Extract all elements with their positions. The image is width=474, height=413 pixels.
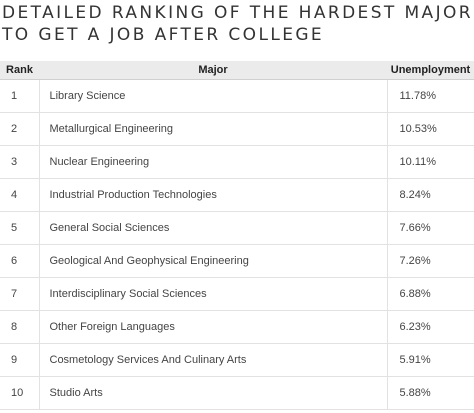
rank-cell: 7 <box>0 277 40 311</box>
table-row: 7 Interdisciplinary Social Sciences 6.88… <box>0 277 474 311</box>
unemployment-cell: 11.78% <box>387 79 474 113</box>
rank-cell: 4 <box>0 178 40 212</box>
table-row: 10 Studio Arts 5.88% <box>0 376 474 410</box>
column-header-major: Major <box>39 61 387 80</box>
page-title: DETAILED RANKING OF THE HARDEST MAJORS T… <box>2 2 474 46</box>
rank-cell: 10 <box>0 376 40 410</box>
table-row: 9 Cosmetology Services And Culinary Arts… <box>0 343 474 377</box>
rank-cell: 5 <box>0 211 40 245</box>
rank-cell: 9 <box>0 343 40 377</box>
unemployment-cell: 6.88% <box>387 277 474 311</box>
column-header-rank: Rank <box>0 61 39 80</box>
table-body: 1 Library Science 11.78% 2 Metallurgical… <box>0 79 474 410</box>
major-cell: Interdisciplinary Social Sciences <box>39 277 388 311</box>
rank-cell: 2 <box>0 112 40 146</box>
major-cell: Library Science <box>39 79 388 113</box>
unemployment-cell: 5.91% <box>387 343 474 377</box>
rank-cell: 8 <box>0 310 40 344</box>
table-row: 2 Metallurgical Engineering 10.53% <box>0 112 474 146</box>
table-row: 5 General Social Sciences 7.66% <box>0 211 474 245</box>
table-header: Rank Major Unemployment <box>0 61 474 80</box>
rank-cell: 3 <box>0 145 40 179</box>
table-row: 3 Nuclear Engineering 10.11% <box>0 145 474 179</box>
page-title-line-2: TO GET A JOB AFTER COLLEGE <box>2 25 325 45</box>
major-cell: Studio Arts <box>39 376 388 410</box>
page-title-line-1: DETAILED RANKING OF THE HARDEST MAJORS <box>2 3 474 23</box>
major-cell: Other Foreign Languages <box>39 310 388 344</box>
unemployment-cell: 6.23% <box>387 310 474 344</box>
table-row: 4 Industrial Production Technologies 8.2… <box>0 178 474 212</box>
unemployment-cell: 8.24% <box>387 178 474 212</box>
major-cell: Industrial Production Technologies <box>39 178 388 212</box>
table-header-row: Rank Major Unemployment <box>0 61 474 80</box>
major-cell: Geological And Geophysical Engineering <box>39 244 388 278</box>
table-row: 1 Library Science 11.78% <box>0 79 474 113</box>
major-cell: Nuclear Engineering <box>39 145 388 179</box>
unemployment-cell: 7.26% <box>387 244 474 278</box>
unemployment-cell: 5.88% <box>387 376 474 410</box>
table-row: 6 Geological And Geophysical Engineering… <box>0 244 474 278</box>
rank-cell: 1 <box>0 79 40 113</box>
major-cell: General Social Sciences <box>39 211 388 245</box>
unemployment-cell: 10.11% <box>387 145 474 179</box>
table-row: 8 Other Foreign Languages 6.23% <box>0 310 474 344</box>
unemployment-cell: 10.53% <box>387 112 474 146</box>
major-cell: Cosmetology Services And Culinary Arts <box>39 343 388 377</box>
major-cell: Metallurgical Engineering <box>39 112 388 146</box>
rank-cell: 6 <box>0 244 40 278</box>
column-header-unemployment: Unemployment <box>387 61 474 80</box>
unemployment-cell: 7.66% <box>387 211 474 245</box>
ranking-table: Rank Major Unemployment 1 Library Scienc… <box>0 61 474 410</box>
